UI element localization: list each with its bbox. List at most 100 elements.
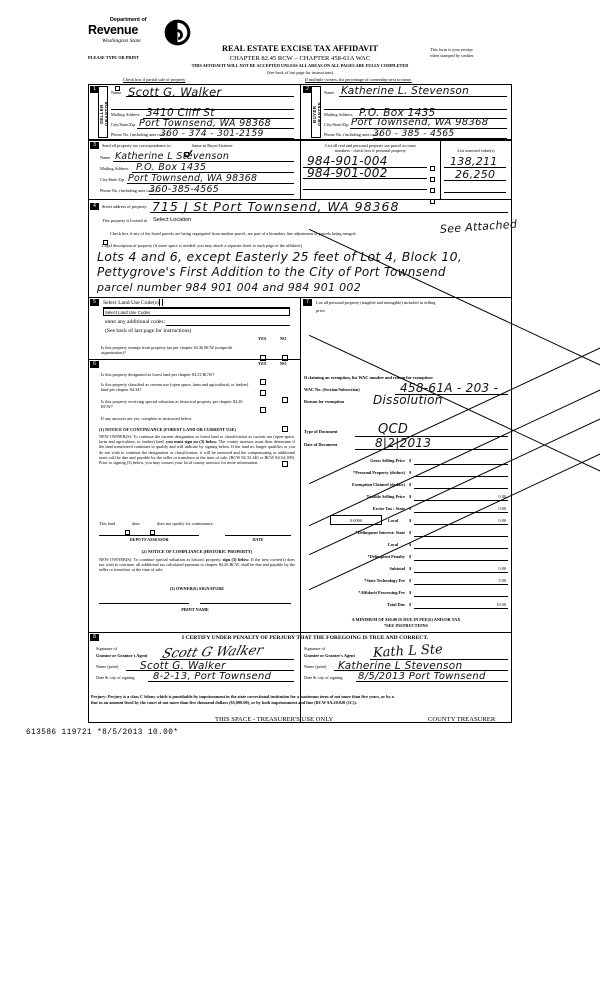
class-2-yes-checkbox[interactable] — [260, 382, 266, 400]
seller-phone-rule — [160, 138, 294, 139]
if-yes-note: If any answers are yes, complete as inst… — [101, 416, 193, 421]
personal-property-checkbox-2[interactable] — [430, 168, 435, 186]
calc-label-6: *Delinquent Interest: State — [355, 530, 405, 535]
class-1-yes-checkbox[interactable] — [260, 371, 266, 389]
grantor-sig-label-1: Signature of — [96, 646, 118, 651]
buyer-phone-value[interactable]: 360 - 385 - 4565 — [373, 128, 455, 139]
street-address-value[interactable]: 715 J St Port Townsend, WA 98368 — [152, 199, 400, 214]
calc-rule-0[interactable] — [414, 464, 508, 465]
calc-rule-11[interactable] — [414, 596, 508, 597]
grantee-name-value[interactable]: Katherine L Stevenson — [338, 660, 463, 672]
assessed-value-2[interactable]: 26,250 — [455, 168, 496, 181]
calc-dollar-11: $ — [409, 590, 412, 595]
grantor-sig-rule[interactable] — [160, 659, 294, 660]
calc-rule-6[interactable] — [414, 536, 508, 537]
continuance-heading: (1) NOTICE OF CONTINUANCE (FOREST LAND O… — [99, 427, 236, 432]
calc-rule-4[interactable] — [414, 512, 508, 513]
send-correspondence-label: Send all property tax correspondence to: — [102, 143, 172, 148]
seller-phone-value[interactable]: 360 - 374 - 301-2159 — [160, 128, 264, 139]
calc-label-8: *Delinquent Penalty — [367, 554, 405, 559]
class-3-no-checkbox[interactable] — [282, 453, 600, 471]
owner-signature-rule[interactable] — [99, 603, 189, 604]
buyer-mailing-value[interactable]: P.O. Box 1435 — [359, 107, 436, 119]
grantor-name-value[interactable]: Scott G. Walker — [140, 660, 226, 672]
exempt-yes-checkbox[interactable] — [260, 347, 266, 365]
section-8-top-border — [88, 632, 512, 633]
assessed-value-1[interactable]: 138,211 — [450, 155, 498, 168]
calc-label-12: Total Due — [387, 602, 405, 607]
date-of-document-value[interactable]: 8|2|2013 — [375, 436, 432, 450]
legal-description-line3[interactable]: parcel number 984 901 004 and 984 901 00… — [97, 281, 361, 294]
buyer-vert-box — [311, 86, 321, 138]
grantor-name-rule[interactable] — [126, 670, 294, 671]
parcel-value-1[interactable]: 984-901-004 — [307, 154, 388, 168]
page-title: REAL ESTATE EXCISE TAX AFFIDAVIT — [221, 44, 379, 53]
parcel-value-2[interactable]: 984-901-002 — [307, 166, 388, 180]
assessor-date-rule[interactable] — [225, 535, 291, 536]
grantee-date-value[interactable]: 8/5/2013 Port Townsend — [358, 671, 486, 682]
calc-rule-9[interactable] — [414, 572, 508, 573]
segregated-checkbox[interactable] — [103, 231, 108, 249]
calc-rule-12[interactable] — [414, 608, 508, 609]
legal-description-line1[interactable]: Lots 4 and 6, except Easterly 25 feet of… — [97, 249, 463, 264]
personal-property-checkbox-3[interactable] — [430, 179, 435, 197]
seller-citystatezip-rule — [137, 128, 294, 129]
personal-property-checkbox-1[interactable] — [430, 157, 435, 175]
grantee-sig-rule[interactable] — [370, 659, 508, 660]
does-not-qualify-checkbox[interactable] — [150, 521, 155, 539]
buyer-citystatezip-value[interactable]: Port Townsend, WA 98368 — [351, 117, 489, 128]
grantor-date-value[interactable]: 8-2-13, Port Townsend — [153, 671, 272, 682]
seller-name-value[interactable]: Scott G. Walker — [128, 85, 222, 99]
class-2-no-checkbox[interactable] — [282, 418, 600, 436]
buyer-name-value[interactable]: Katherine L. Stevenson — [341, 85, 470, 97]
calc-rule-1[interactable] — [414, 476, 508, 477]
calc-rule-7[interactable] — [414, 548, 508, 549]
exempt-no-checkbox[interactable] — [282, 347, 600, 365]
calc-dollar-7: $ — [409, 542, 412, 547]
corr-name-value[interactable]: Katherine L Stevenson — [115, 151, 230, 162]
calc-rule-2[interactable] — [414, 488, 508, 489]
seller-citystatezip-value[interactable]: Port Townsend, WA 98368 — [139, 118, 272, 129]
corr-divider-2 — [440, 140, 441, 200]
continuance-body-bold: you must sign on (3) below. — [166, 439, 218, 445]
partial-sale-checkbox[interactable] — [115, 77, 120, 95]
grantor-date-rule[interactable] — [148, 681, 294, 682]
deputy-assessor-rule[interactable] — [99, 535, 199, 536]
land-use-dropdown[interactable] — [103, 308, 290, 316]
seller-mailing-value[interactable]: 3410 Cliff St — [146, 107, 215, 119]
calc-rule-10[interactable] — [414, 584, 508, 585]
corr-mailing-value[interactable]: P.O. Box 1435 — [136, 162, 207, 173]
buyer-mailing-rule — [356, 118, 507, 119]
personal-property-checkbox-4[interactable] — [430, 190, 435, 208]
calc-rule-5[interactable] — [414, 524, 508, 525]
perjury-note-line1: Perjury: Perjury is a class C felony whi… — [91, 694, 394, 699]
reason-exemption-value[interactable]: Dissolution — [373, 393, 443, 407]
assessed-rule-3 — [444, 192, 506, 193]
calc-label-10: *State Technology Fee — [364, 578, 405, 583]
grantor-date-label: Date & city of signing: — [96, 675, 136, 680]
personal-property-input[interactable] — [310, 318, 500, 348]
calc-rule-3[interactable] — [414, 500, 508, 501]
grantee-name-rule[interactable] — [334, 670, 508, 671]
class-1-no-checkbox[interactable] — [282, 389, 600, 407]
type-of-document-value[interactable]: QCD — [378, 422, 409, 437]
wac-number-value[interactable]: 458-61A - 203 - — [400, 381, 499, 395]
section-7-number: 7 — [303, 299, 312, 306]
grantee-date-rule[interactable] — [356, 681, 508, 682]
same-as-buyer-checkbox[interactable] — [184, 143, 193, 161]
legal-description-line2[interactable]: Pettygrove's First Addition to the City … — [97, 265, 446, 279]
certification-heading: I CERTIFY UNDER PENALTY OF PERJURY THAT … — [181, 635, 429, 641]
additional-codes-rule[interactable] — [166, 325, 290, 326]
buyer-blank-rule — [324, 109, 507, 110]
calc-rule-8[interactable] — [414, 560, 508, 561]
corr-citystatezip-value[interactable]: Port Townsend, WA 98368 — [128, 173, 258, 184]
local-rate-box[interactable] — [330, 515, 382, 525]
calc-dollar-1: $ — [409, 470, 412, 475]
corr-phone-value[interactable]: 360-385-4565 — [149, 184, 220, 195]
owner-date-rule[interactable] — [200, 603, 291, 604]
calc-label-9: Subtotal — [389, 566, 405, 571]
class-3-yes-checkbox[interactable] — [260, 399, 266, 417]
does-qualify-checkbox[interactable] — [125, 521, 130, 539]
street-address-label: Street address of property: — [102, 204, 148, 209]
located-in-value[interactable]: Select Location — [153, 217, 192, 223]
